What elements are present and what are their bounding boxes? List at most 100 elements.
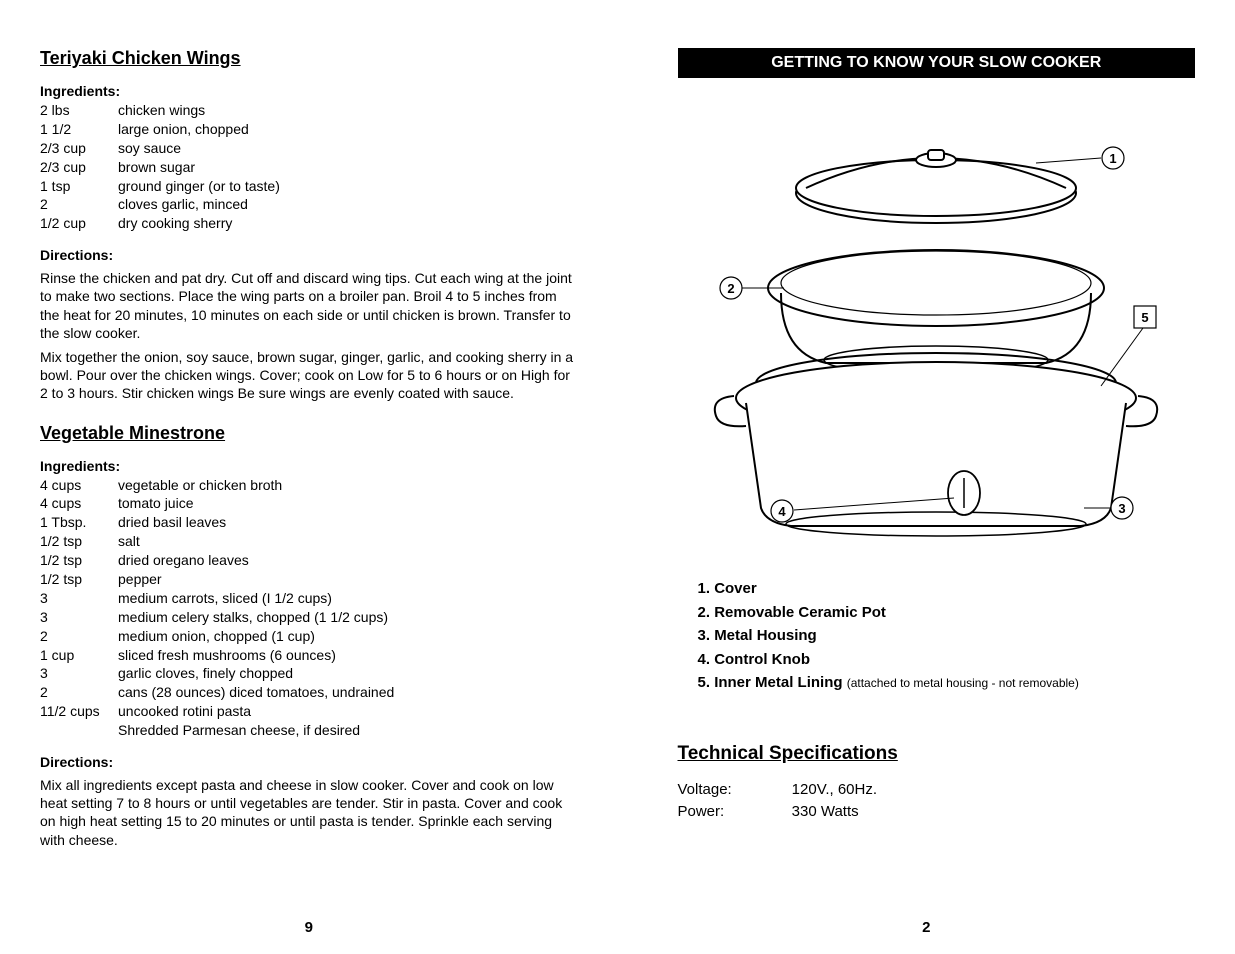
ingredient-qty: 2 [40,683,118,702]
ingredient-row: 1/2 tsppepper [40,570,394,589]
ingredient-qty [40,721,118,740]
parts-list: 1. Cover 2. Removable Ceramic Pot 3. Met… [698,578,1196,695]
part-label: Cover [714,580,757,597]
directions-label: Directions: [40,247,582,263]
recipe-title: Teriyaki Chicken Wings [40,48,582,69]
directions-paragraph: Rinse the chicken and pat dry. Cut off a… [40,269,580,342]
ingredient-item: brown sugar [118,158,280,177]
ingredient-row: Shredded Parmesan cheese, if desired [40,721,394,740]
ingredient-qty: 4 cups [40,494,118,513]
recipe-title: Vegetable Minestrone [40,423,582,444]
parts-item: 5. Inner Metal Lining (attached to metal… [698,672,1196,695]
part-num: 2. [698,604,711,621]
left-page: Teriyaki Chicken Wings Ingredients: 2 lb… [0,0,618,954]
ingredients-body: 2 lbschicken wings1 1/2large onion, chop… [40,101,280,233]
page-number: 2 [922,919,930,936]
ingredient-row: 1/2 tspsalt [40,532,394,551]
directions-label: Directions: [40,754,582,770]
ingredient-item: pepper [118,570,394,589]
spec-value: 120V., 60Hz. [792,781,877,798]
part-num: 4. [698,651,711,668]
ingredient-item: cans (28 ounces) diced tomatoes, undrain… [118,683,394,702]
ingredient-qty: 2/3 cup [40,139,118,158]
ingredient-item: Shredded Parmesan cheese, if desired [118,721,394,740]
spec-value: 330 Watts [792,803,859,820]
ingredients-label: Ingredients: [40,83,582,99]
ingredients-body: 4 cupsvegetable or chicken broth4 cupsto… [40,476,394,740]
directions-block: Mix all ingredients except pasta and che… [40,776,582,849]
ingredient-item: dry cooking sherry [118,214,280,233]
ingredients-table: 2 lbschicken wings1 1/2large onion, chop… [40,101,280,233]
svg-text:4: 4 [779,504,787,519]
ingredient-row: 3medium celery stalks, chopped (1 1/2 cu… [40,608,394,627]
ingredient-row: 2/3 cupbrown sugar [40,158,280,177]
ingredient-qty: 1/2 tsp [40,551,118,570]
part-label: Removable Ceramic Pot [714,604,886,621]
ingredient-row: 1/2 cupdry cooking sherry [40,214,280,233]
ingredients-label: Ingredients: [40,458,582,474]
spec-label: Power: [678,801,788,824]
ingredient-qty: 1/2 cup [40,214,118,233]
ingredient-row: 1 tspground ginger (or to taste) [40,177,280,196]
ingredient-qty: 1 1/2 [40,120,118,139]
ingredient-row: 2cans (28 ounces) diced tomatoes, undrai… [40,683,394,702]
ingredient-qty: 1 cup [40,646,118,665]
slow-cooker-svg: 1 2 3 4 5 [706,138,1166,538]
ingredient-item: dried basil leaves [118,513,394,532]
part-num: 1. [698,580,711,597]
ingredient-item: medium carrots, sliced (I 1/2 cups) [118,589,394,608]
ingredient-item: vegetable or chicken broth [118,476,394,495]
ingredient-qty: 4 cups [40,476,118,495]
page-number: 9 [305,919,313,936]
part-num: 3. [698,627,711,644]
ingredient-row: 2cloves garlic, minced [40,195,280,214]
right-page: GETTING TO KNOW YOUR SLOW COOKER [618,0,1235,954]
ingredient-qty: 3 [40,589,118,608]
ingredient-qty: 2 lbs [40,101,118,120]
ingredient-item: chicken wings [118,101,280,120]
ingredient-qty: 2/3 cup [40,158,118,177]
ingredient-row: 4 cupstomato juice [40,494,394,513]
parts-item: 3. Metal Housing [698,625,1196,648]
ingredient-item: salt [118,532,394,551]
ingredient-item: sliced fresh mushrooms (6 ounces) [118,646,394,665]
spec-row: Voltage: 120V., 60Hz. [678,779,1196,802]
part-num: 5. [698,674,711,691]
parts-item: 4. Control Knob [698,649,1196,672]
directions-block: Rinse the chicken and pat dry. Cut off a… [40,269,582,402]
svg-text:3: 3 [1119,501,1126,516]
ingredient-row: 2medium onion, chopped (1 cup) [40,627,394,646]
ingredient-qty: 1/2 tsp [40,532,118,551]
ingredient-qty: 2 [40,627,118,646]
ingredient-row: 1 1/2large onion, chopped [40,120,280,139]
parts-item: 2. Removable Ceramic Pot [698,602,1196,625]
ingredient-item: cloves garlic, minced [118,195,280,214]
part-label: Metal Housing [714,627,817,644]
ingredient-qty: 1 Tbsp. [40,513,118,532]
ingredient-item: soy sauce [118,139,280,158]
ingredient-item: large onion, chopped [118,120,280,139]
directions-paragraph: Mix together the onion, soy sauce, brown… [40,348,580,403]
ingredient-row: 3garlic cloves, finely chopped [40,664,394,683]
spec-rows: Voltage: 120V., 60Hz. Power: 330 Watts [678,779,1196,824]
ingredient-item: medium onion, chopped (1 cup) [118,627,394,646]
ingredient-qty: 1/2 tsp [40,570,118,589]
ingredient-row: 1 cupsliced fresh mushrooms (6 ounces) [40,646,394,665]
part-note: (attached to metal housing - not removab… [847,676,1079,690]
svg-text:2: 2 [728,281,735,296]
ingredient-item: medium celery stalks, chopped (1 1/2 cup… [118,608,394,627]
tech-spec-heading: Technical Specifications [678,743,1196,765]
ingredient-row: 2 lbschicken wings [40,101,280,120]
spec-row: Power: 330 Watts [678,801,1196,824]
parts-item: 1. Cover [698,578,1196,601]
ingredient-qty: 3 [40,608,118,627]
ingredient-item: ground ginger (or to taste) [118,177,280,196]
ingredient-row: 3medium carrots, sliced (I 1/2 cups) [40,589,394,608]
cooker-diagram: 1 2 3 4 5 [678,138,1196,538]
ingredient-qty: 11/2 cups [40,702,118,721]
part-label: Inner Metal Lining [714,674,842,691]
ingredient-row: 1/2 tspdried oregano leaves [40,551,394,570]
ingredient-qty: 3 [40,664,118,683]
directions-paragraph: Mix all ingredients except pasta and che… [40,776,580,849]
ingredient-row: 2/3 cupsoy sauce [40,139,280,158]
